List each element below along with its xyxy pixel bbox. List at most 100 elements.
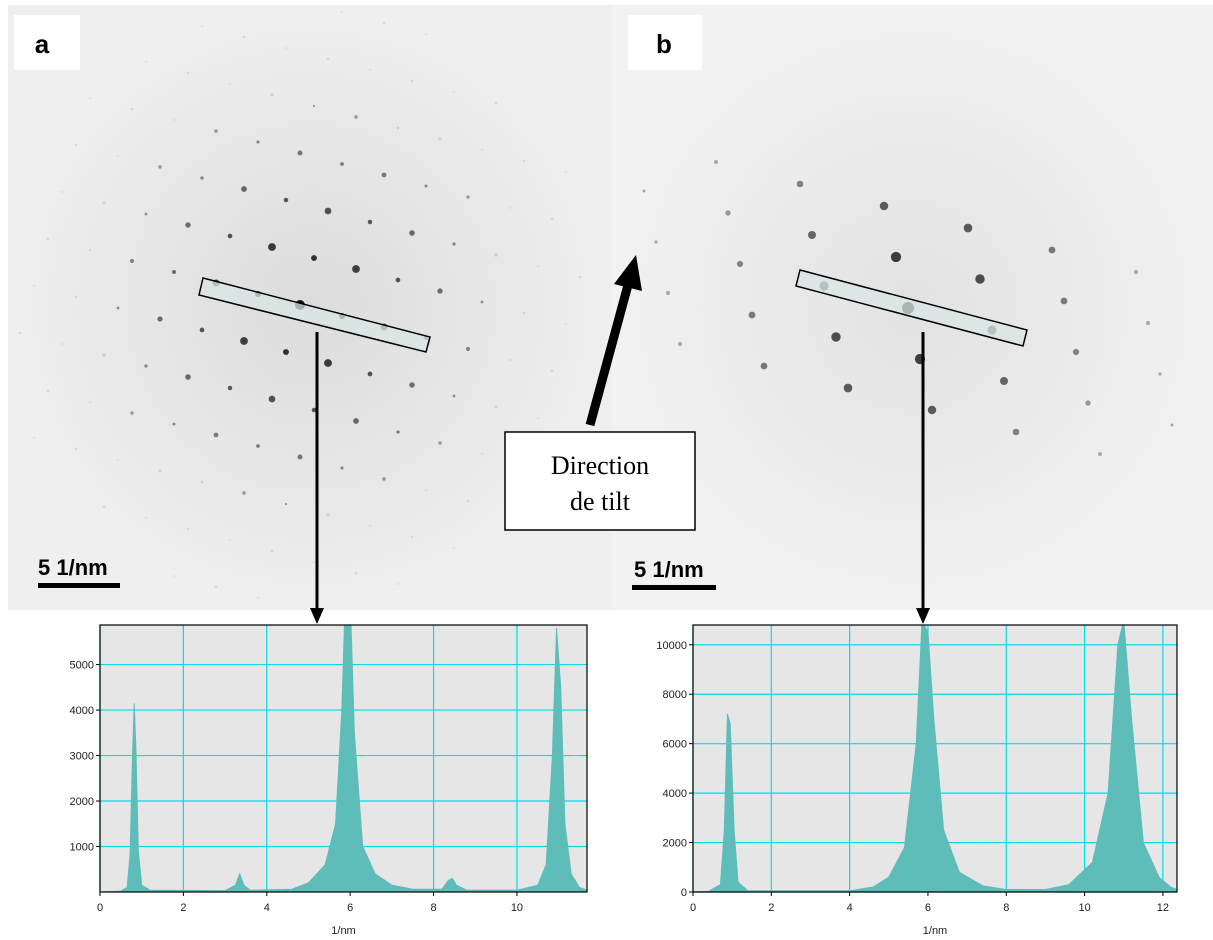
spot bbox=[157, 316, 163, 322]
spot bbox=[158, 469, 162, 473]
spot bbox=[130, 107, 134, 111]
profile-area bbox=[100, 625, 587, 892]
spot bbox=[270, 549, 274, 553]
spot bbox=[185, 374, 191, 380]
spot bbox=[199, 327, 205, 333]
spot bbox=[550, 369, 554, 373]
y-tick-label: 8000 bbox=[663, 689, 687, 701]
spot bbox=[172, 422, 176, 426]
spot bbox=[409, 382, 415, 388]
profile-box bbox=[795, 269, 1028, 347]
spot bbox=[270, 93, 274, 97]
spot bbox=[256, 444, 260, 448]
profile-arrows bbox=[310, 255, 930, 624]
annotation: Direction bbox=[551, 451, 649, 480]
spot bbox=[33, 437, 35, 439]
spot bbox=[494, 253, 498, 257]
spot bbox=[268, 395, 276, 403]
spot bbox=[102, 201, 106, 205]
spot bbox=[173, 575, 175, 577]
y-tick-label: 6000 bbox=[663, 739, 687, 751]
spot bbox=[550, 217, 554, 221]
spot bbox=[481, 149, 483, 151]
x-tick-label: 4 bbox=[264, 902, 270, 914]
spot bbox=[381, 172, 387, 178]
spot bbox=[452, 242, 456, 246]
spot bbox=[382, 21, 386, 25]
spot bbox=[565, 323, 567, 325]
annotation: de tilt bbox=[570, 487, 631, 516]
spot bbox=[465, 346, 471, 352]
spot bbox=[145, 517, 147, 519]
spot bbox=[340, 162, 344, 166]
spot bbox=[1170, 423, 1174, 427]
charts: 1000 2000 3000 4000 5000 0 2 4 6 8 10 1/nm 0 2000 4000… bbox=[70, 624, 1178, 937]
spot bbox=[975, 274, 985, 284]
spot bbox=[466, 499, 470, 503]
spot bbox=[74, 143, 78, 147]
y-tick-label: 5000 bbox=[70, 660, 94, 672]
spot bbox=[313, 561, 315, 563]
spot bbox=[312, 104, 316, 108]
spot bbox=[352, 265, 360, 273]
spot bbox=[214, 129, 218, 133]
spot bbox=[353, 418, 359, 424]
y-tick-label: 3000 bbox=[70, 751, 94, 763]
spot bbox=[283, 349, 289, 355]
x-tick-label: 8 bbox=[430, 902, 436, 914]
x-tick-label: 6 bbox=[347, 902, 353, 914]
y-tick-label: 10000 bbox=[656, 640, 687, 652]
spot bbox=[326, 57, 330, 61]
spot bbox=[227, 385, 233, 391]
spot bbox=[437, 288, 443, 294]
spot bbox=[714, 160, 718, 164]
spot bbox=[879, 201, 889, 211]
spot bbox=[130, 411, 134, 415]
spot bbox=[354, 115, 358, 119]
spot bbox=[229, 83, 231, 85]
spot bbox=[522, 159, 526, 163]
y-tick-label: 2000 bbox=[663, 838, 687, 850]
spot bbox=[201, 25, 203, 27]
spot bbox=[736, 260, 744, 268]
spot bbox=[1012, 428, 1020, 436]
x-tick-label: 12 bbox=[1157, 902, 1169, 914]
spot bbox=[46, 389, 50, 393]
spot bbox=[927, 405, 937, 415]
y-tick-label: 1000 bbox=[70, 842, 94, 854]
spot bbox=[200, 480, 204, 484]
spot bbox=[654, 240, 658, 244]
x-tick-label: 2 bbox=[180, 902, 186, 914]
spot bbox=[480, 300, 484, 304]
spot bbox=[396, 430, 400, 434]
spot bbox=[61, 191, 63, 193]
spot bbox=[1000, 377, 1008, 385]
annotation-box bbox=[504, 431, 696, 531]
spot bbox=[229, 539, 231, 541]
spot bbox=[311, 407, 317, 413]
spot bbox=[481, 453, 483, 455]
spot bbox=[297, 150, 303, 156]
spot bbox=[367, 371, 373, 377]
spot bbox=[74, 295, 78, 299]
spot bbox=[963, 223, 973, 233]
spot bbox=[677, 341, 683, 347]
spot bbox=[890, 251, 902, 263]
spot bbox=[33, 285, 35, 287]
spot bbox=[578, 275, 582, 279]
spot bbox=[453, 547, 455, 549]
spot bbox=[395, 277, 401, 283]
spot bbox=[760, 362, 768, 370]
spot bbox=[369, 525, 371, 527]
spot bbox=[425, 489, 427, 491]
panel-label-box bbox=[628, 15, 702, 70]
spot bbox=[241, 186, 247, 192]
y-tick-label: 4000 bbox=[70, 705, 94, 717]
spot bbox=[117, 155, 119, 157]
spot bbox=[410, 79, 414, 83]
spot bbox=[796, 180, 804, 188]
y-tick-label: 0 bbox=[681, 887, 687, 899]
spot bbox=[283, 197, 289, 203]
x-tick-label: 0 bbox=[97, 902, 103, 914]
x-tick-label: 10 bbox=[511, 902, 523, 914]
